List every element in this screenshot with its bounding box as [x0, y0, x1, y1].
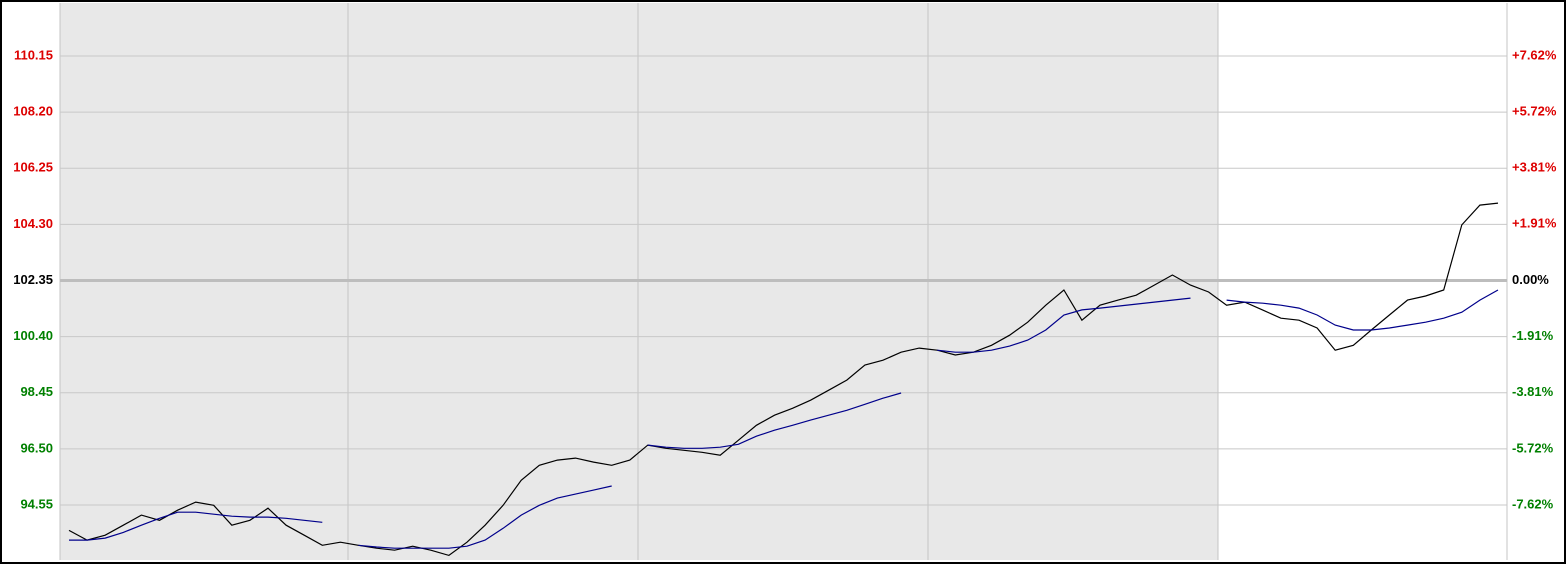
y2-tick-label: +1.91% [1512, 216, 1557, 231]
y-tick-label: 94.55 [20, 496, 53, 511]
y-tick-label: 108.20 [13, 104, 53, 119]
y2-tick-label: +5.72% [1512, 103, 1557, 118]
y2-tick-label: -5.72% [1512, 440, 1554, 455]
y-tick-label: 106.25 [13, 160, 53, 175]
y2-tick-label: -1.91% [1512, 328, 1554, 343]
y2-tick-label: -7.62% [1512, 496, 1554, 511]
y2-tick-label: -3.81% [1512, 384, 1554, 399]
y-tick-label: 96.50 [20, 440, 53, 455]
y2-tick-label: +7.62% [1512, 47, 1557, 62]
y-tick-label: 104.30 [13, 216, 53, 231]
y-tick-label: 100.40 [13, 328, 53, 343]
price-line [68, 202, 1499, 557]
y-tick-label: 110.15 [14, 47, 53, 62]
y2-tick-label: +3.81% [1512, 160, 1557, 175]
price-line [69, 289, 1499, 549]
y-tick-label: 98.45 [20, 384, 53, 399]
y2-tick-label: 0.00% [1512, 272, 1549, 287]
y-tick-label: 102.35 [13, 272, 53, 287]
